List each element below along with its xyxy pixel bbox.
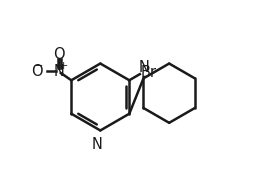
Text: O: O bbox=[53, 47, 65, 62]
Text: N: N bbox=[139, 60, 150, 74]
Text: −: − bbox=[34, 61, 43, 71]
Text: N: N bbox=[54, 64, 65, 79]
Text: +: + bbox=[59, 61, 68, 71]
Text: Br: Br bbox=[141, 65, 157, 80]
Text: N: N bbox=[91, 137, 102, 152]
Text: O: O bbox=[31, 64, 43, 79]
